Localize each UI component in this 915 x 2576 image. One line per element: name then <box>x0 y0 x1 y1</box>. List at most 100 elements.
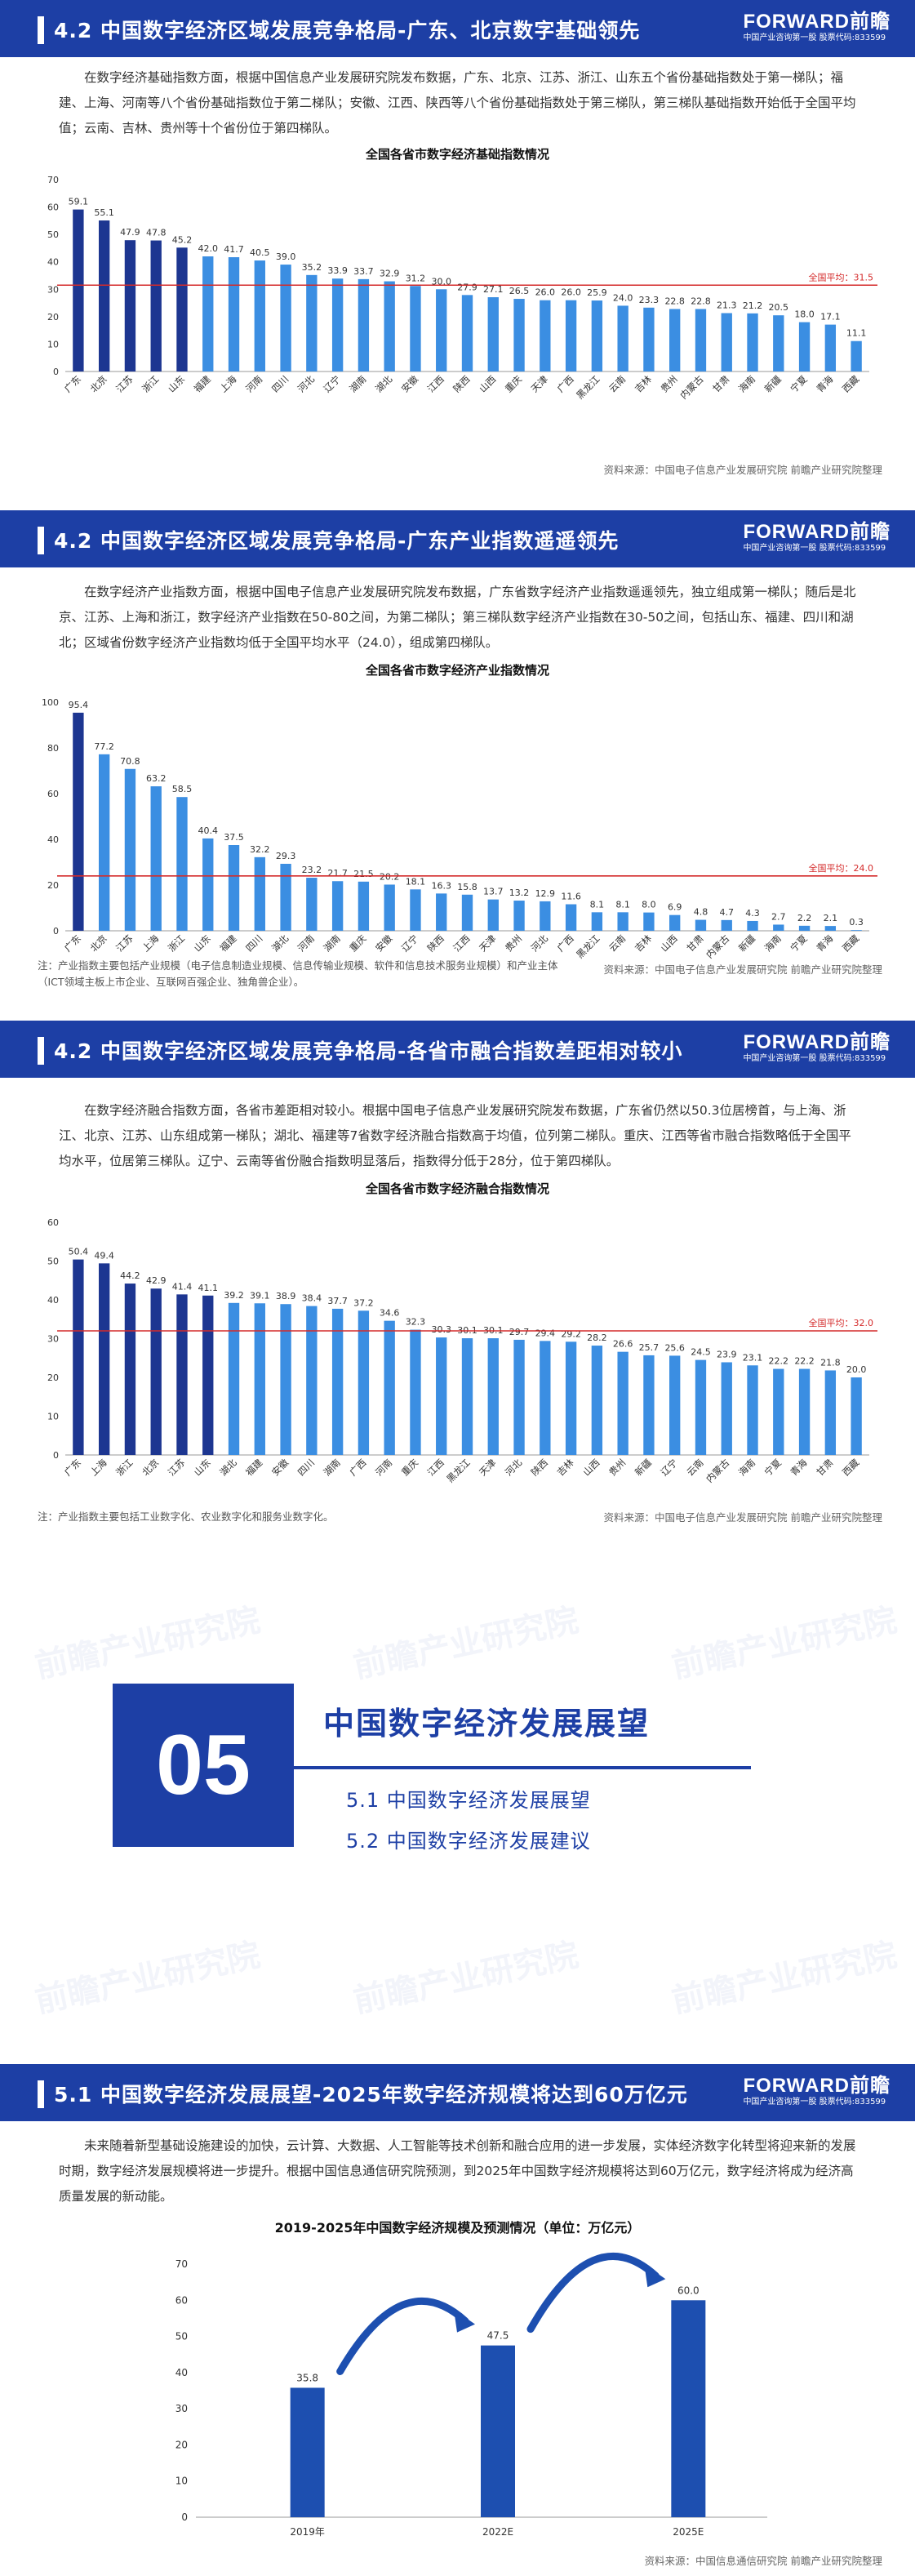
section-industry-index: 4.2 中国数字经济区域发展竞争格局-广东产业指数遥遥领先 FORWARD前瞻 … <box>0 510 915 992</box>
data-label: 40.5 <box>250 247 270 258</box>
bar <box>98 754 110 931</box>
x-tick-label: 2019年 <box>290 2526 325 2538</box>
x-tick-label: 河南 <box>243 373 264 394</box>
y-tick-label: 20 <box>47 312 59 323</box>
body-paragraph: 在数字经济产业指数方面，根据中国电子信息产业发展研究院发布数据，广东省数字经济产… <box>59 585 856 650</box>
section-header: 4.2 中国数字经济区域发展竞争格局-各省市融合指数差距相对较小 FORWARD… <box>0 1021 915 1078</box>
data-label: 41.4 <box>172 1281 193 1292</box>
x-tick-label: 河北 <box>295 373 318 395</box>
data-label: 37.2 <box>353 1297 374 1308</box>
chapter-item[interactable]: 5.2 中国数字经济发展建议 <box>346 1830 591 1853</box>
bar <box>73 712 84 931</box>
bar <box>721 919 732 931</box>
data-label: 12.9 <box>535 888 556 899</box>
data-label: 26.5 <box>509 286 530 296</box>
data-label: 42.0 <box>198 243 218 254</box>
bar <box>540 1341 551 1455</box>
brand-sub: 中国产业咨询第一股 股票代码:833599 <box>743 33 886 42</box>
chart-title: 2019-2025年中国数字经济规模及预测情况（单位：万亿元） <box>274 2220 641 2236</box>
bar <box>358 1310 370 1455</box>
x-tick-label: 吉林 <box>555 1457 577 1479</box>
average-label: 全国平均：24.0 <box>809 862 874 874</box>
bar <box>565 1341 577 1455</box>
data-label: 20.0 <box>846 1364 867 1375</box>
x-tick-label: 广东 <box>62 373 83 394</box>
bar <box>176 797 188 931</box>
bar <box>617 305 629 371</box>
growth-arrow-head <box>454 2309 475 2333</box>
x-tick-label: 安徽 <box>373 932 395 954</box>
growth-arrow <box>336 2298 469 2375</box>
bar <box>591 1346 603 1455</box>
data-label: 35.8 <box>296 2372 318 2383</box>
data-label: 33.9 <box>327 265 348 276</box>
bar <box>824 324 837 371</box>
y-tick-label: 30 <box>175 2403 188 2414</box>
x-tick-label: 四川 <box>269 373 291 394</box>
chart-title: 全国各省市数字经济基础指数情况 <box>365 147 549 162</box>
x-tick-label: 2022E <box>482 2526 513 2538</box>
bar <box>176 247 188 371</box>
bar <box>643 307 655 371</box>
source-note: 资料来源：中国信息通信研究院 前瞻产业研究院整理 <box>644 2555 882 2567</box>
bar <box>671 2300 706 2517</box>
data-label: 45.2 <box>172 234 193 245</box>
bar <box>773 924 784 931</box>
bar <box>513 1339 525 1455</box>
x-tick-label: 山西 <box>580 1457 602 1478</box>
y-tick-label: 50 <box>175 2331 188 2342</box>
x-tick-label: 浙江 <box>166 932 188 954</box>
bar <box>617 912 629 931</box>
x-tick-label: 甘肃 <box>684 932 705 954</box>
brand-logo: FORWARD前瞻 中国产业咨询第一股 股票代码:833599 <box>743 2075 891 2108</box>
x-tick-label: 湖南 <box>347 373 368 394</box>
y-tick-label: 70 <box>175 2258 188 2270</box>
x-tick-label: 吉林 <box>633 932 655 954</box>
x-tick-label: 吉林 <box>633 373 655 395</box>
data-label: 25.9 <box>587 287 607 298</box>
section-header: 4.2 中国数字经济区域发展竞争格局-广东产业指数遥遥领先 FORWARD前瞻 … <box>0 510 915 567</box>
x-tick-label: 广西 <box>555 932 576 954</box>
data-label: 21.5 <box>353 869 374 879</box>
growth-arrow-head <box>644 2264 666 2288</box>
y-tick-label: 60 <box>47 789 59 799</box>
average-label: 全国平均：31.5 <box>809 271 874 283</box>
data-label: 15.8 <box>457 882 477 892</box>
data-label: 55.1 <box>94 207 113 218</box>
x-tick-label: 西藏 <box>840 1457 862 1479</box>
data-label: 23.9 <box>717 1349 737 1359</box>
watermark: 前瞻产业研究院 <box>32 1936 264 2021</box>
bar <box>202 838 214 931</box>
x-tick-label: 江苏 <box>113 932 135 954</box>
data-label: 17.1 <box>820 312 840 323</box>
x-tick-label: 山西 <box>477 373 498 394</box>
bar <box>280 863 291 931</box>
bar <box>461 295 473 371</box>
data-label: 50.4 <box>69 1247 89 1257</box>
bar <box>695 309 707 371</box>
chapter-item[interactable]: 5.1 中国数字经济发展展望 <box>346 1789 591 1812</box>
x-tick-label: 宁夏 <box>788 932 811 954</box>
y-tick-label: 30 <box>47 1334 59 1345</box>
x-tick-label: 新疆 <box>633 1457 655 1479</box>
bar <box>747 1365 758 1455</box>
data-label: 31.2 <box>406 273 426 283</box>
bar <box>410 889 421 931</box>
x-tick-label: 福建 <box>243 1457 265 1479</box>
data-label: 21.2 <box>743 300 763 311</box>
x-tick-label: 宁夏 <box>762 1457 784 1479</box>
data-label: 59.1 <box>69 197 89 207</box>
bar <box>617 1351 629 1455</box>
x-tick-label: 陕西 <box>425 932 446 954</box>
bar <box>228 845 240 931</box>
y-tick-label: 20 <box>47 880 59 891</box>
x-tick-label: 西藏 <box>840 932 862 954</box>
x-tick-label: 内蒙古 <box>677 373 705 401</box>
bar <box>202 256 214 371</box>
bar <box>331 278 344 371</box>
x-tick-label: 宁夏 <box>788 373 811 395</box>
data-label: 63.2 <box>146 773 167 784</box>
bar <box>98 1263 110 1455</box>
data-label: 27.9 <box>457 282 477 292</box>
bar <box>176 1294 188 1455</box>
